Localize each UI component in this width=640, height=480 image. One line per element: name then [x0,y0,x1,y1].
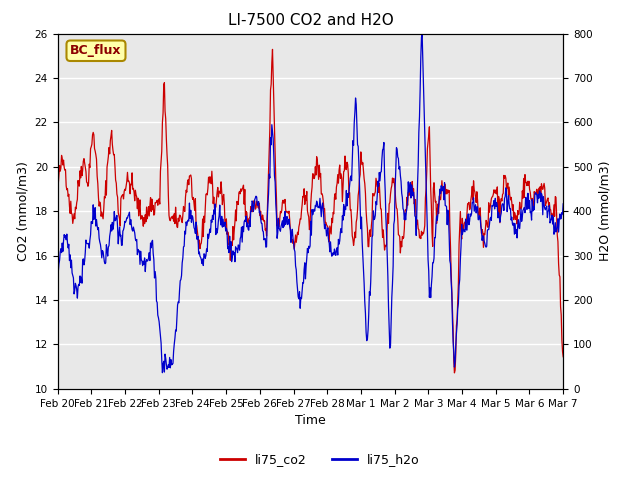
X-axis label: Time: Time [295,414,326,427]
Legend: li75_co2, li75_h2o: li75_co2, li75_h2o [215,448,425,471]
Title: LI-7500 CO2 and H2O: LI-7500 CO2 and H2O [228,13,393,28]
Y-axis label: H2O (mmol/m3): H2O (mmol/m3) [598,161,611,262]
Text: BC_flux: BC_flux [70,44,122,57]
Y-axis label: CO2 (mmol/m3): CO2 (mmol/m3) [16,161,29,261]
